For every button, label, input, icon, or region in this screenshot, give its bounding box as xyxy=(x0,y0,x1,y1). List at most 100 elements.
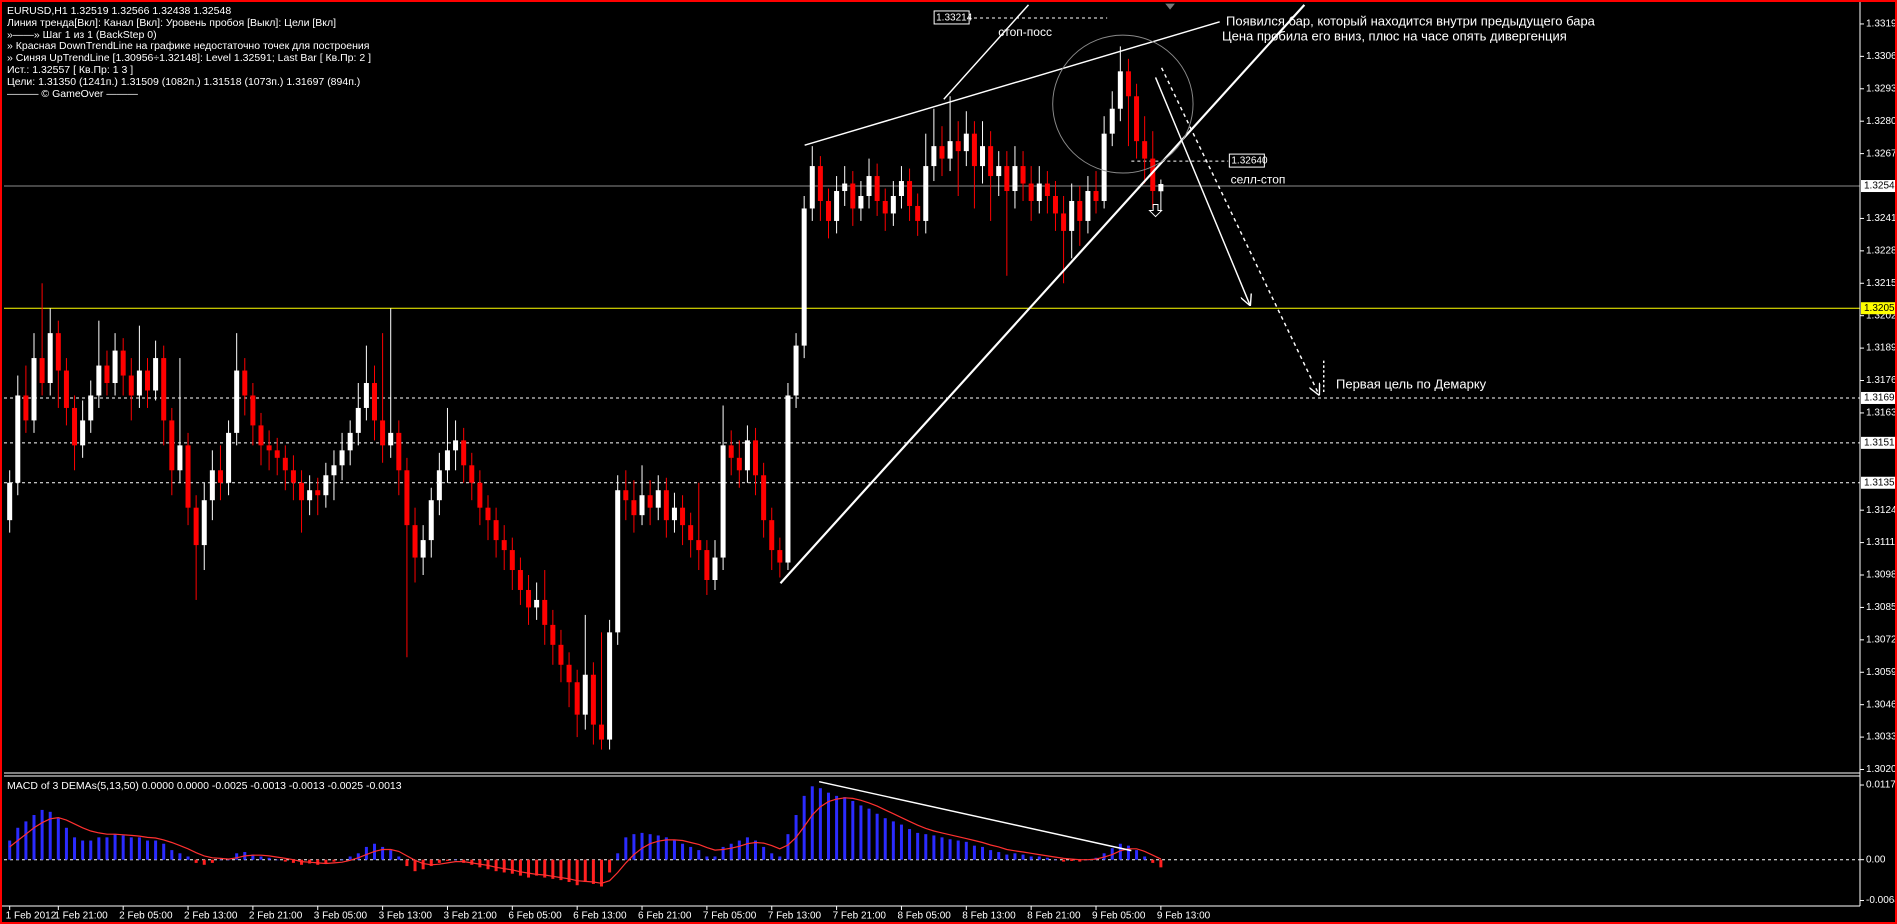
histogram-bar xyxy=(1013,853,1017,860)
histogram-bar xyxy=(721,846,725,860)
candle-body xyxy=(323,475,329,496)
candle-body xyxy=(96,365,102,396)
histogram-bar xyxy=(186,856,190,860)
candle-body xyxy=(671,507,677,521)
histogram-bar xyxy=(454,859,458,861)
candle-body xyxy=(590,674,596,725)
y-tick-label: 1.3176 xyxy=(1866,375,1897,386)
header-line: » Красная DownTrendLine на графике недос… xyxy=(7,40,369,52)
candle-body xyxy=(704,550,710,580)
histogram-bar xyxy=(608,859,612,873)
candle-body xyxy=(874,176,880,201)
histogram-bar xyxy=(227,859,231,861)
histogram-bar xyxy=(908,829,912,860)
candle-body xyxy=(744,440,750,471)
level-label: 1.3205 xyxy=(1864,303,1895,314)
candle-body xyxy=(955,141,961,152)
candle-body xyxy=(639,495,645,516)
x-tick-label: 2 Feb 21:00 xyxy=(249,911,303,922)
histogram-bar xyxy=(1070,859,1074,861)
x-tick-label: 9 Feb 13:00 xyxy=(1157,911,1211,922)
y-tick-label: 1.3163 xyxy=(1866,408,1897,419)
candle-body xyxy=(801,208,807,346)
candle-body xyxy=(858,196,864,209)
drawings xyxy=(779,3,1325,852)
candle-body xyxy=(112,350,118,384)
candle-body xyxy=(1134,96,1140,142)
candle-body xyxy=(598,724,604,740)
histogram-bar xyxy=(997,852,1001,860)
candle-body xyxy=(793,345,799,396)
order-label: 1.33214 xyxy=(936,13,973,24)
candle-body xyxy=(907,181,913,206)
histogram-bar xyxy=(194,859,198,863)
levels-layer xyxy=(4,23,1864,910)
histogram-bar xyxy=(551,859,555,879)
histogram-bar xyxy=(40,809,44,860)
candle-body xyxy=(380,420,386,446)
histogram-bar xyxy=(1078,859,1082,862)
candle-body xyxy=(850,183,856,209)
histogram-bar xyxy=(429,859,433,867)
candle-body xyxy=(161,358,167,421)
candle-body xyxy=(680,507,686,526)
histogram-bar xyxy=(599,859,603,887)
candle-body xyxy=(201,500,207,546)
histogram-bar xyxy=(210,859,214,863)
marks-layer xyxy=(7,17,1229,887)
candle-body xyxy=(315,490,321,496)
histogram-bar xyxy=(616,853,620,860)
x-tick-label: 8 Feb 21:00 xyxy=(1027,911,1081,922)
candle-body xyxy=(1142,141,1148,159)
candle-body xyxy=(663,490,669,521)
histogram-bar xyxy=(583,859,587,883)
candle-body xyxy=(623,490,629,501)
histogram-bar xyxy=(762,846,766,860)
level-label-box xyxy=(1861,436,1895,449)
candle-body xyxy=(436,470,442,501)
histogram-bar xyxy=(1005,854,1009,860)
histogram-bar xyxy=(989,850,993,860)
y-tick-label: 1.3020 xyxy=(1866,764,1897,775)
histogram-bar xyxy=(1126,845,1130,860)
histogram-bar xyxy=(891,821,895,860)
candle-body xyxy=(339,450,345,466)
candle-body xyxy=(1101,133,1107,201)
histogram-bar xyxy=(916,832,920,860)
candle-body xyxy=(1150,158,1156,192)
histogram-bar xyxy=(129,837,133,860)
histogram-bar xyxy=(381,846,385,860)
y-tick-label: 1.3202 xyxy=(1866,310,1897,321)
level-label: 1.3151 xyxy=(1864,437,1895,448)
candle-body xyxy=(971,133,977,167)
histogram-bar xyxy=(899,824,903,860)
candle-body xyxy=(1020,166,1026,184)
candle-body xyxy=(736,457,742,471)
histogram-bar xyxy=(478,859,482,868)
histogram-bar xyxy=(445,859,449,861)
candle-body xyxy=(890,196,896,214)
histogram-bar xyxy=(575,859,579,886)
histogram-bar xyxy=(681,843,685,860)
candle-body xyxy=(688,525,694,541)
histogram-bar xyxy=(56,818,60,860)
candle-body xyxy=(728,445,734,458)
histogram-bar xyxy=(8,840,12,860)
x-tick-label: 8 Feb 13:00 xyxy=(962,911,1016,922)
header-line: ——— © GameOver ——— xyxy=(7,88,138,100)
histogram-bar xyxy=(89,840,93,860)
histogram-bar xyxy=(275,859,279,861)
candle-body xyxy=(1158,184,1164,192)
texts: EURUSD,H1 1.32519 1.32566 1.32438 1.3254… xyxy=(6,5,1897,922)
candle-body xyxy=(469,465,475,483)
y-tick-label: 1.3267 xyxy=(1866,148,1897,159)
histogram-bar xyxy=(818,788,822,860)
y-tick-label: 1.3098 xyxy=(1866,570,1897,581)
candle-body xyxy=(136,370,142,396)
y-tick-label: 1.3085 xyxy=(1866,602,1897,613)
candle-body xyxy=(1061,213,1067,231)
candle-body xyxy=(761,475,767,521)
candle-body xyxy=(453,440,459,451)
order-label-box xyxy=(933,10,970,25)
